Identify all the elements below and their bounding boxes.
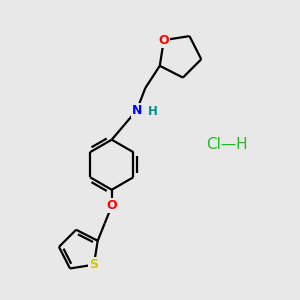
Text: O: O bbox=[106, 200, 117, 212]
Text: S: S bbox=[89, 258, 98, 271]
Text: O: O bbox=[158, 34, 169, 47]
Text: Cl—H: Cl—H bbox=[206, 136, 247, 152]
Text: N: N bbox=[132, 104, 142, 117]
Text: H: H bbox=[148, 105, 158, 118]
